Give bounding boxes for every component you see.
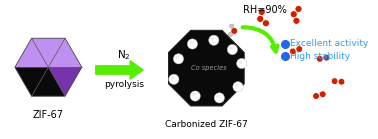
Circle shape xyxy=(290,11,297,18)
Circle shape xyxy=(174,54,184,64)
Circle shape xyxy=(216,95,220,98)
Polygon shape xyxy=(15,38,82,96)
Circle shape xyxy=(239,60,242,64)
Circle shape xyxy=(237,58,247,69)
Circle shape xyxy=(189,41,193,44)
Polygon shape xyxy=(15,67,48,96)
Polygon shape xyxy=(48,67,82,96)
Circle shape xyxy=(257,15,264,22)
Circle shape xyxy=(169,74,179,84)
Text: Carbonized ZIF-67: Carbonized ZIF-67 xyxy=(165,120,248,129)
Circle shape xyxy=(313,93,319,99)
Circle shape xyxy=(233,82,243,92)
Text: $\mathregular{N_2}$: $\mathregular{N_2}$ xyxy=(117,48,131,62)
Circle shape xyxy=(190,91,200,101)
Text: High stability: High stability xyxy=(290,52,350,61)
Text: RH=90%: RH=90% xyxy=(243,5,287,15)
Circle shape xyxy=(258,8,265,15)
Circle shape xyxy=(229,24,234,28)
Circle shape xyxy=(296,46,303,53)
Polygon shape xyxy=(169,30,244,106)
Circle shape xyxy=(214,93,225,103)
Circle shape xyxy=(231,28,238,34)
Text: Excellent activity: Excellent activity xyxy=(290,39,369,49)
Text: pyrolysis: pyrolysis xyxy=(104,80,144,89)
Circle shape xyxy=(209,35,219,45)
Circle shape xyxy=(316,55,323,62)
Circle shape xyxy=(170,76,174,80)
Circle shape xyxy=(295,5,302,13)
Circle shape xyxy=(323,54,330,61)
Circle shape xyxy=(211,37,214,41)
Circle shape xyxy=(235,84,239,87)
Text: Co species: Co species xyxy=(191,65,227,71)
Circle shape xyxy=(293,17,300,24)
Circle shape xyxy=(227,44,237,55)
FancyArrow shape xyxy=(96,61,143,79)
Circle shape xyxy=(192,93,196,96)
Circle shape xyxy=(187,39,198,49)
Circle shape xyxy=(229,46,233,50)
Circle shape xyxy=(319,91,326,98)
Circle shape xyxy=(262,20,270,27)
Polygon shape xyxy=(32,67,65,96)
Circle shape xyxy=(175,56,179,59)
Circle shape xyxy=(228,32,232,37)
Text: ZIF-67: ZIF-67 xyxy=(33,110,64,120)
Circle shape xyxy=(290,48,296,55)
Circle shape xyxy=(331,78,338,85)
Circle shape xyxy=(338,78,345,85)
